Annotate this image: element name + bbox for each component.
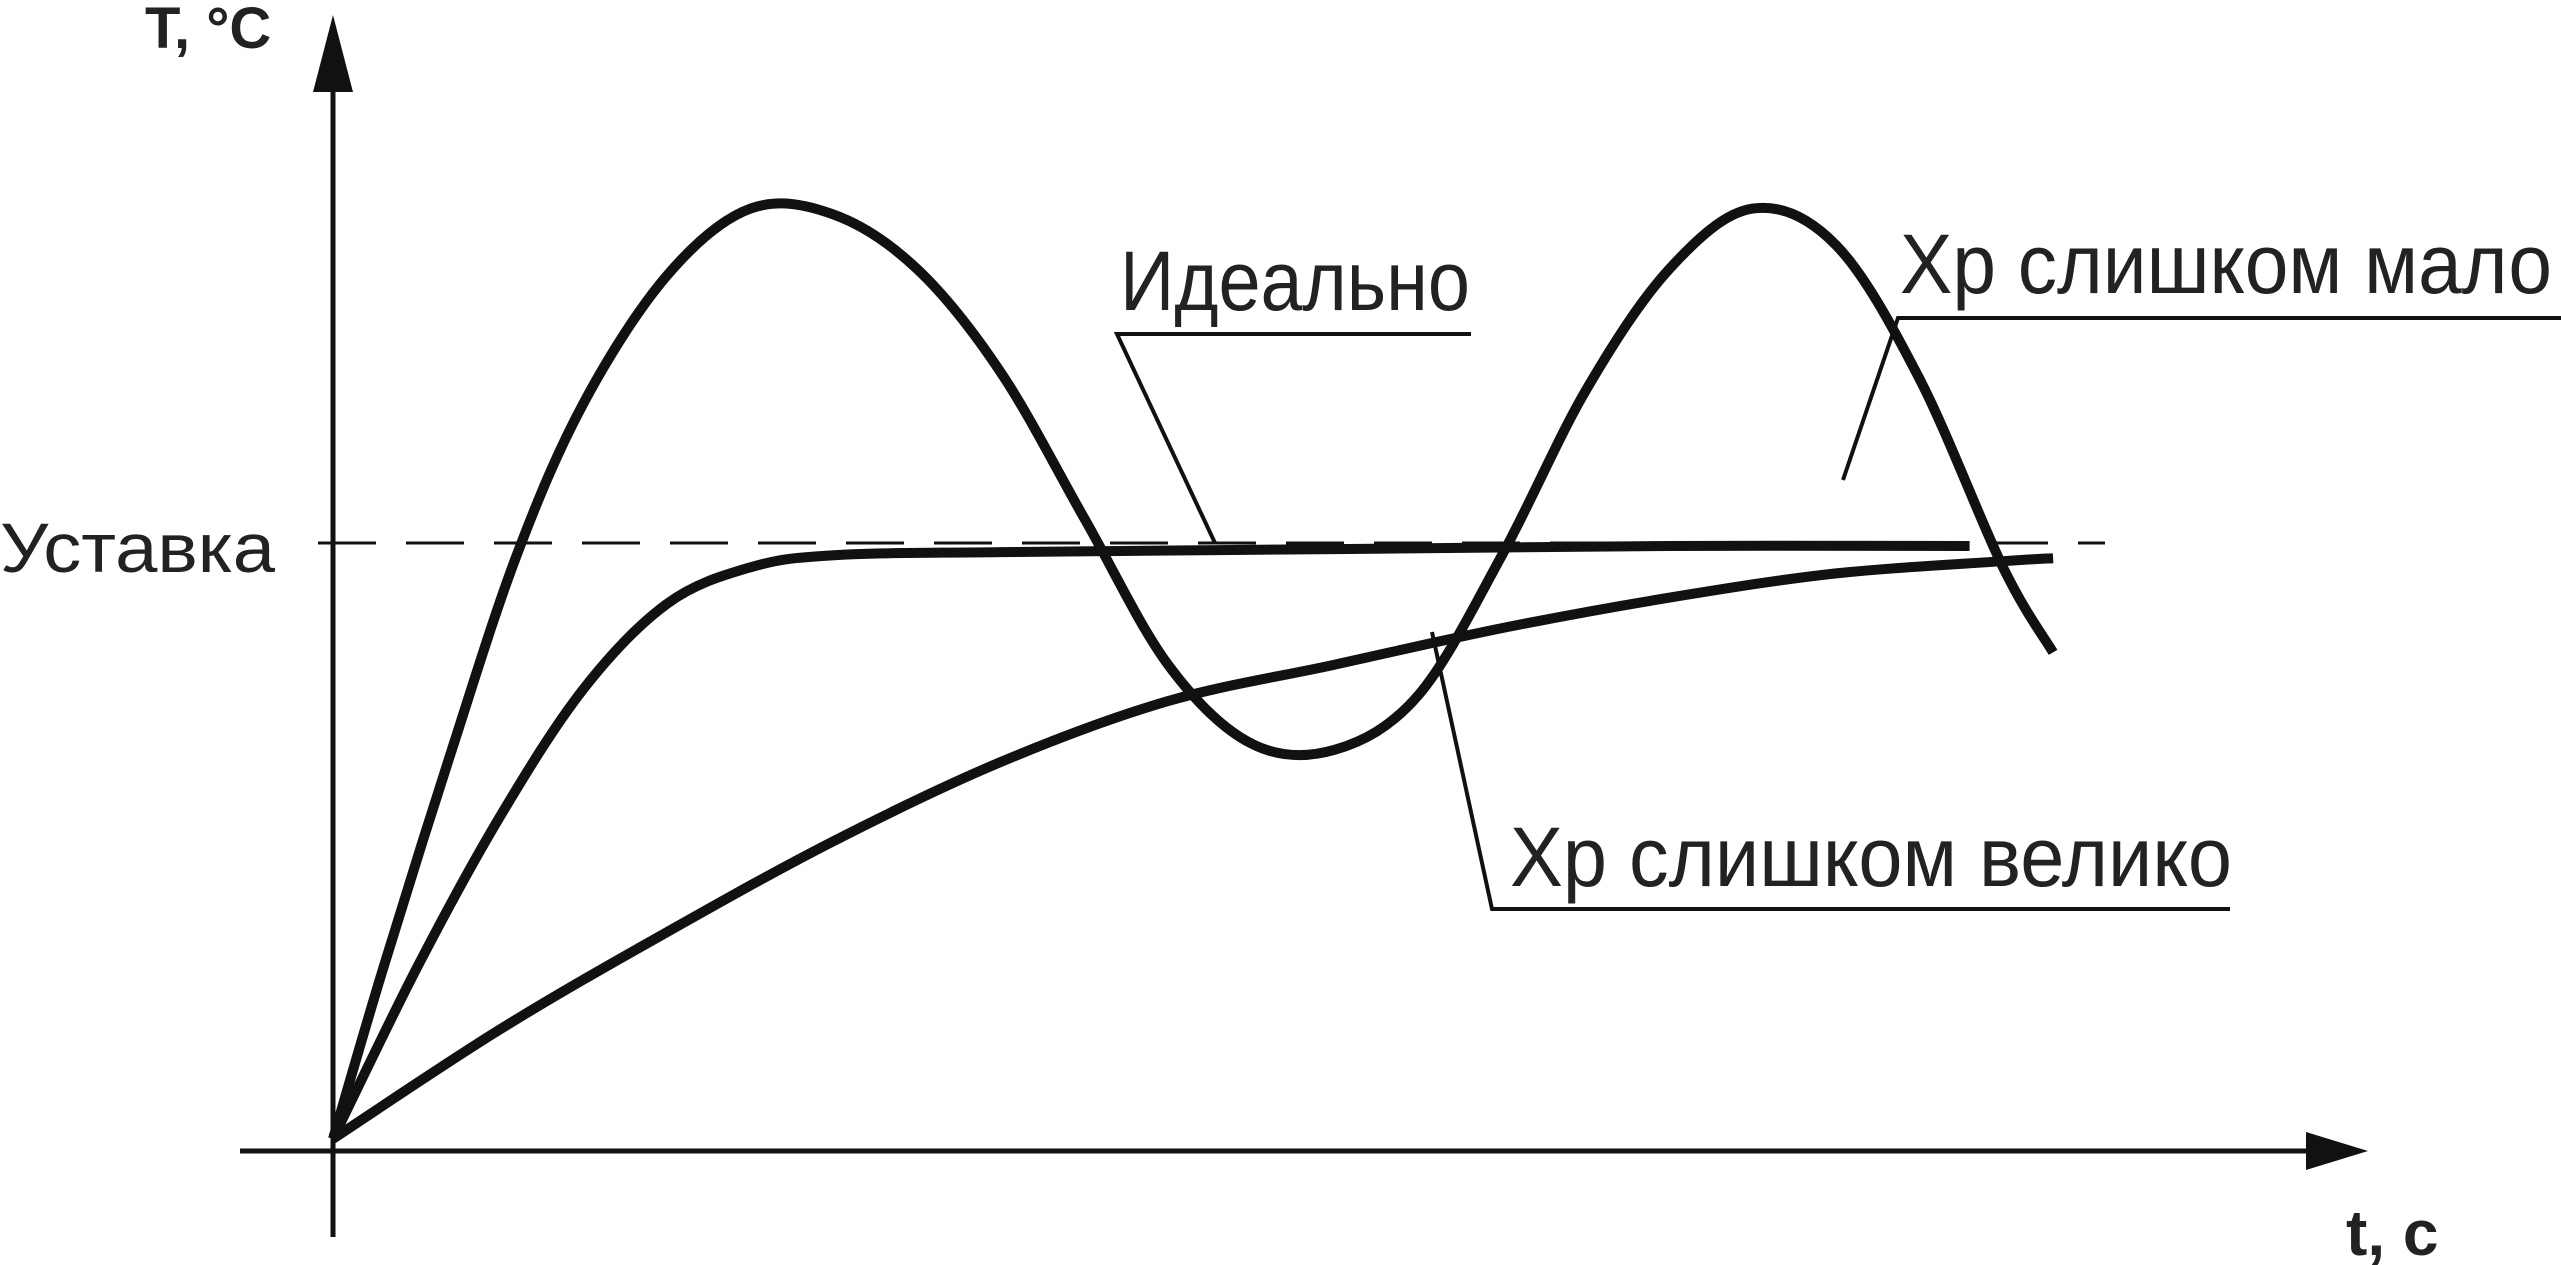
curve-ideal bbox=[328, 540, 1970, 1142]
curves-group bbox=[328, 198, 2058, 1143]
setpoint-label: Уставка bbox=[0, 509, 275, 587]
x-axis-label: t, с bbox=[2346, 1197, 2438, 1265]
annotation-kp-too-large: Хр слишком велико bbox=[1510, 810, 2232, 904]
leader-line-ideal bbox=[1113, 332, 1471, 544]
curve-kp-too-large bbox=[330, 553, 2054, 1143]
leader-line-kp-too-large bbox=[1430, 631, 2230, 911]
annotation-kp-too-small: Хр слишком мало bbox=[1900, 217, 2552, 311]
curve-kp-too-small bbox=[328, 198, 2058, 1141]
y-axis-arrow bbox=[313, 15, 353, 92]
annotation-ideal: Идеально bbox=[1120, 234, 1470, 328]
leader-line-kp-too-small bbox=[1841, 316, 2561, 481]
y-axis-label: T, °C bbox=[145, 0, 271, 61]
x-axis-arrow bbox=[2306, 1132, 2368, 1170]
